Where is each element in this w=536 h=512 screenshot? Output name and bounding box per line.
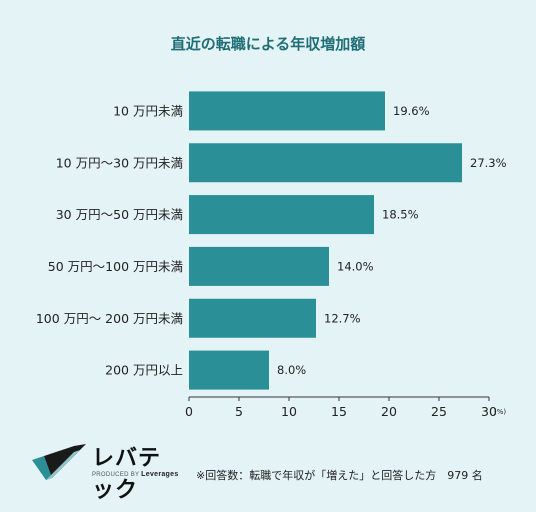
x-tick-label: 30	[481, 404, 497, 419]
x-axis-ticks: 0 5 10 15 20 25 30	[185, 397, 497, 419]
check-mark-icon	[32, 444, 86, 480]
value-label: 18.5%	[382, 208, 419, 222]
x-tick-label: 25	[431, 404, 447, 419]
bar	[189, 143, 462, 183]
respondent-note: ※回答数：転職で年収が「増えた」と回答した方 979 名	[196, 469, 483, 482]
leverages-logo: レバテック PRODUCED BY Leverages	[30, 440, 180, 503]
x-axis-unit: (%)	[494, 408, 506, 416]
category-label: 100 万円〜 200 万円未満	[36, 311, 183, 326]
x-tick-label: 5	[235, 404, 243, 419]
value-label: 19.6%	[393, 104, 430, 118]
x-tick-label: 0	[185, 404, 193, 419]
x-tick-label: 20	[381, 404, 397, 419]
category-label: 200 万円以上	[105, 363, 183, 378]
bar	[189, 195, 374, 235]
category-label: 50 万円〜100 万円未満	[48, 259, 183, 274]
x-tick-label: 15	[331, 404, 347, 419]
category-label: 30 万円〜50 万円未満	[56, 207, 183, 222]
logo-text: レバテック	[92, 446, 162, 503]
value-label: 14.0%	[337, 259, 374, 273]
category-label: 10 万円未満	[113, 103, 183, 118]
bar	[189, 350, 269, 390]
bar	[189, 91, 385, 131]
x-tick-label: 10	[281, 404, 297, 419]
logo-sub-brand: Leverages	[141, 471, 179, 478]
logo-sub-prefix: PRODUCED BY	[92, 472, 140, 478]
bar	[189, 246, 329, 286]
value-label: 8.0%	[277, 363, 306, 377]
logo-subtitle: PRODUCED BY Leverages	[92, 471, 179, 478]
value-label: 27.3%	[470, 156, 507, 170]
chart-title: 直近の転職による年収増加額	[171, 35, 366, 53]
category-label: 10 万円〜30 万円未満	[56, 155, 183, 170]
value-label: 12.7%	[324, 311, 361, 325]
bar	[189, 298, 316, 338]
bars-group: 10 万円未満 19.6% 10 万円〜30 万円未満 27.3% 30 万円〜50 万…	[36, 91, 507, 390]
